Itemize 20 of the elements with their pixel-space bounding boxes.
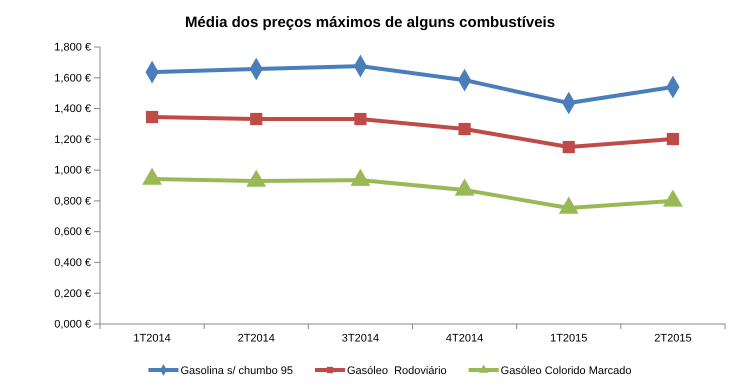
y-tick-label: 0,000 € <box>54 318 91 331</box>
chart-title: Média dos preços máximos de alguns combustíveis <box>184 14 556 31</box>
x-tick-label: 1T2014 <box>133 332 171 344</box>
y-tick-label: 1,200 € <box>54 134 91 146</box>
x-tick-label: 2T2014 <box>238 332 275 344</box>
y-tick-label: 0,400 € <box>54 256 91 269</box>
y-tick-label: 0,200 € <box>54 288 91 300</box>
legend-label: Gasóleo Colorido Marcado <box>500 364 632 377</box>
y-tick-label: 0,600 € <box>54 226 91 238</box>
x-tick-label: 3T2014 <box>342 332 380 344</box>
x-tick-label: 4T2014 <box>446 332 484 344</box>
y-tick-label: 1,600 € <box>54 72 91 84</box>
y-tick-label: 1,000 € <box>54 164 91 177</box>
legend-label: Gasóleo Rodoviário <box>346 364 447 377</box>
x-tick-label: 2T2015 <box>654 332 692 344</box>
y-tick-label: 1,400 € <box>54 103 91 116</box>
y-tick-label: 0,800 € <box>54 195 91 208</box>
y-tick-label: 1,800 € <box>54 42 91 54</box>
legend-label: Gasolina s/ chumbo 95 <box>180 364 293 377</box>
x-tick-label: 1T2015 <box>550 332 588 344</box>
